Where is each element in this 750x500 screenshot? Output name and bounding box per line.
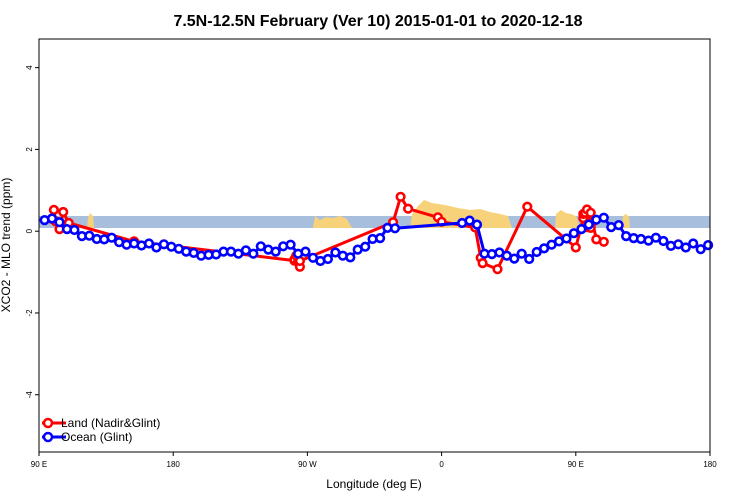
- y-tick-label: 4: [25, 65, 34, 70]
- data-point-ocean: [583, 219, 594, 230]
- legend: Land (Nadir&Glint) Ocean (Glint): [42, 416, 160, 444]
- data-point-ocean: [695, 244, 706, 255]
- legend-label-land: Land (Nadir&Glint): [61, 416, 160, 430]
- data-point-ocean: [285, 239, 296, 250]
- data-point-ocean: [106, 232, 117, 243]
- data-point-ocean: [688, 238, 699, 249]
- data-point-land: [395, 191, 406, 202]
- y-tick-label: -2: [25, 309, 34, 317]
- data-point-ocean: [658, 235, 669, 247]
- data-point-ocean: [69, 224, 80, 236]
- x-tick-label: 90 E: [31, 460, 47, 469]
- data-point-land: [570, 242, 581, 253]
- data-point-land: [585, 207, 596, 218]
- data-point-ocean: [524, 253, 535, 265]
- x-axis-label: Longitude (deg E): [326, 477, 421, 491]
- data-point-ocean: [464, 215, 475, 226]
- land-mask-patch-1: [87, 213, 94, 228]
- data-point-ocean: [345, 252, 356, 263]
- x-tick-label: 180: [167, 460, 181, 469]
- land-mask-patch-4: [555, 210, 580, 228]
- data-point-ocean: [471, 219, 483, 230]
- data-point-land: [48, 204, 60, 215]
- data-point-ocean: [509, 253, 520, 264]
- data-point-ocean: [613, 220, 624, 231]
- plot-frame: [38, 38, 711, 453]
- land-mask-patch-5: [622, 214, 630, 228]
- land-mask-patch-2: [313, 216, 352, 228]
- series-layer: [39, 191, 714, 275]
- legend-swatch-marker-ocean: [42, 431, 54, 443]
- data-point-ocean: [322, 253, 334, 265]
- series-ocean: [39, 212, 714, 267]
- legend-label-ocean: Ocean (Glint): [61, 430, 132, 444]
- data-point-land: [598, 236, 609, 247]
- data-point-ocean: [598, 212, 609, 223]
- data-point-ocean: [54, 217, 65, 228]
- y-tick-label: -4: [25, 391, 34, 399]
- y-axis: -4 -2 0 2 4: [25, 65, 39, 399]
- y-tick-label: 0: [25, 228, 34, 233]
- legend-entry-land: Land (Nadir&Glint): [42, 416, 160, 430]
- data-point-ocean: [576, 224, 587, 235]
- data-point-ocean: [143, 238, 155, 249]
- data-point-ocean: [248, 248, 259, 259]
- series-land: [46, 191, 609, 275]
- x-tick-label: 90 W: [298, 460, 317, 469]
- data-point-land: [58, 206, 69, 218]
- data-point-ocean: [389, 223, 401, 234]
- data-point-ocean: [300, 246, 311, 257]
- data-point-ocean: [360, 241, 371, 252]
- data-point-ocean: [270, 246, 281, 257]
- x-tick-label: 0: [439, 460, 444, 469]
- y-axis-label: XCO2 - MLO trend (ppm): [0, 178, 13, 313]
- legend-entry-ocean: Ocean (Glint): [42, 430, 132, 444]
- data-point-land: [492, 264, 503, 275]
- data-point-ocean: [561, 233, 572, 244]
- data-point-land: [522, 201, 533, 212]
- chart-title: 7.5N-12.5N February (Ver 10) 2015-01-01 …: [173, 13, 582, 30]
- legend-swatch-marker-land: [42, 417, 54, 429]
- data-point-ocean: [46, 213, 58, 224]
- x-axis: 90 E 180 90 W 0 90 E 180: [31, 452, 717, 469]
- y-tick-label: 2: [25, 147, 34, 152]
- data-point-land: [477, 258, 488, 269]
- data-point-ocean: [375, 233, 386, 244]
- data-point-ocean: [538, 243, 550, 254]
- data-point-ocean: [680, 242, 691, 253]
- x-tick-label: 180: [703, 460, 717, 469]
- data-point-ocean: [568, 228, 580, 239]
- x-tick-label: 90 E: [568, 460, 584, 469]
- data-point-land: [403, 203, 414, 214]
- data-point-ocean: [702, 240, 714, 251]
- data-point-ocean: [516, 248, 527, 259]
